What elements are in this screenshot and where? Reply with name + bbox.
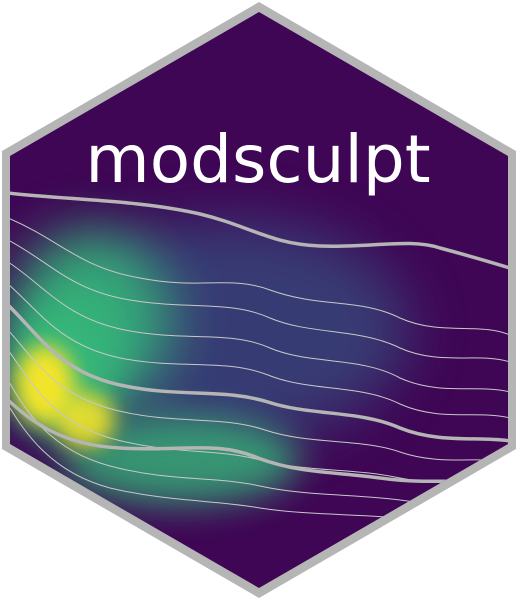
logo-title: modsculpt	[85, 121, 430, 198]
thick-curves	[10, 191, 508, 484]
density-plot	[10, 191, 508, 523]
